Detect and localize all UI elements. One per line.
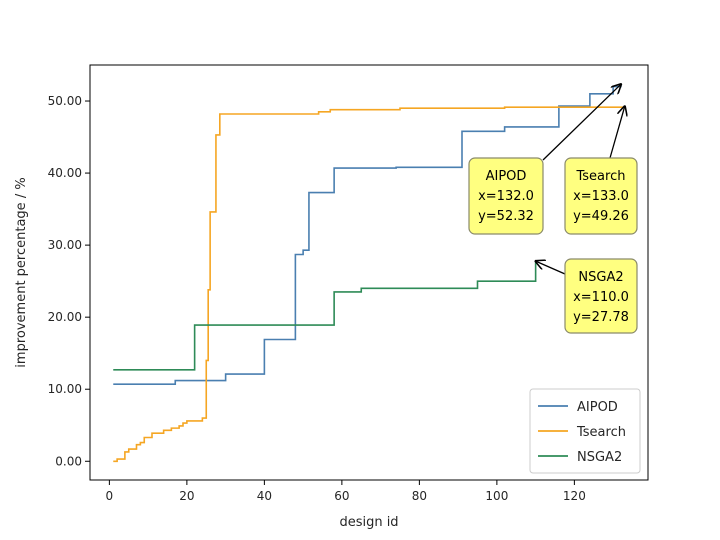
annotation-text: Tsearch bbox=[576, 169, 626, 184]
annotation-box bbox=[564, 157, 638, 235]
series-line-aipod bbox=[113, 84, 622, 385]
legend-frame bbox=[529, 388, 641, 474]
x-tick-label: 100 bbox=[485, 489, 508, 503]
annotation-arrow bbox=[609, 106, 625, 159]
y-tick-label: 40.00 bbox=[48, 166, 82, 180]
y-tick-label: 30.00 bbox=[48, 238, 82, 252]
y-tick-label: 10.00 bbox=[48, 382, 82, 396]
legend-item-aipod: AIPOD bbox=[538, 400, 618, 415]
series-layer bbox=[113, 84, 626, 463]
annotation-text: x=133.0 bbox=[573, 189, 629, 204]
x-tick-label: 0 bbox=[106, 489, 114, 503]
y-axis-label: improvement percentage / % bbox=[14, 177, 29, 367]
x-tick-label: 60 bbox=[334, 489, 349, 503]
ticks-layer: 0 20 40 60 80 100 120 0.00 10.00 20.00 30.00 40.00 5… bbox=[48, 94, 586, 503]
x-tick-label: 20 bbox=[179, 489, 194, 503]
annotation-tsearch: Tsearch x=133.0 y=49.26 bbox=[564, 106, 638, 235]
x-tick-label: 80 bbox=[412, 489, 427, 503]
series-line-nsga2 bbox=[113, 261, 537, 371]
annotation-text: y=27.78 bbox=[573, 310, 629, 325]
x-axis-label: design id bbox=[339, 515, 398, 530]
annotation-text: x=110.0 bbox=[573, 290, 629, 305]
series-line-tsearch bbox=[113, 106, 626, 463]
legend-label: AIPOD bbox=[577, 400, 618, 415]
legend-label: NSGA2 bbox=[577, 450, 622, 465]
annotation-layer: AIPOD x=132.0 y=52.32 Tsearch x=133.0 y=49.26… bbox=[468, 84, 638, 334]
annotation-text: AIPOD bbox=[486, 169, 527, 184]
legend-item-tsearch: Tsearch bbox=[538, 425, 626, 440]
annotation-text: NSGA2 bbox=[578, 270, 623, 285]
annotation-text: x=132.0 bbox=[478, 189, 534, 204]
annotation-aipod: AIPOD x=132.0 y=52.32 bbox=[468, 84, 621, 235]
y-tick-label: 50.00 bbox=[48, 94, 82, 108]
annotation-text: y=49.26 bbox=[573, 209, 629, 224]
legend-label: Tsearch bbox=[576, 425, 626, 440]
annotation-box bbox=[468, 157, 544, 235]
x-tick-label: 120 bbox=[563, 489, 586, 503]
annotation-box bbox=[564, 258, 638, 334]
annotation-arrow bbox=[536, 261, 566, 275]
legend: AIPOD Tsearch NSGA2 bbox=[529, 388, 641, 474]
x-tick-label: 40 bbox=[257, 489, 272, 503]
legend-item-nsga2: NSGA2 bbox=[538, 450, 622, 465]
y-tick-label: 20.00 bbox=[48, 310, 82, 324]
annotation-nsga2: NSGA2 x=110.0 y=27.78 bbox=[536, 258, 638, 334]
y-tick-label: 0.00 bbox=[55, 454, 82, 468]
annotation-arrow bbox=[542, 84, 621, 161]
plot-frame bbox=[89, 64, 649, 481]
annotation-text: y=52.32 bbox=[478, 209, 534, 224]
